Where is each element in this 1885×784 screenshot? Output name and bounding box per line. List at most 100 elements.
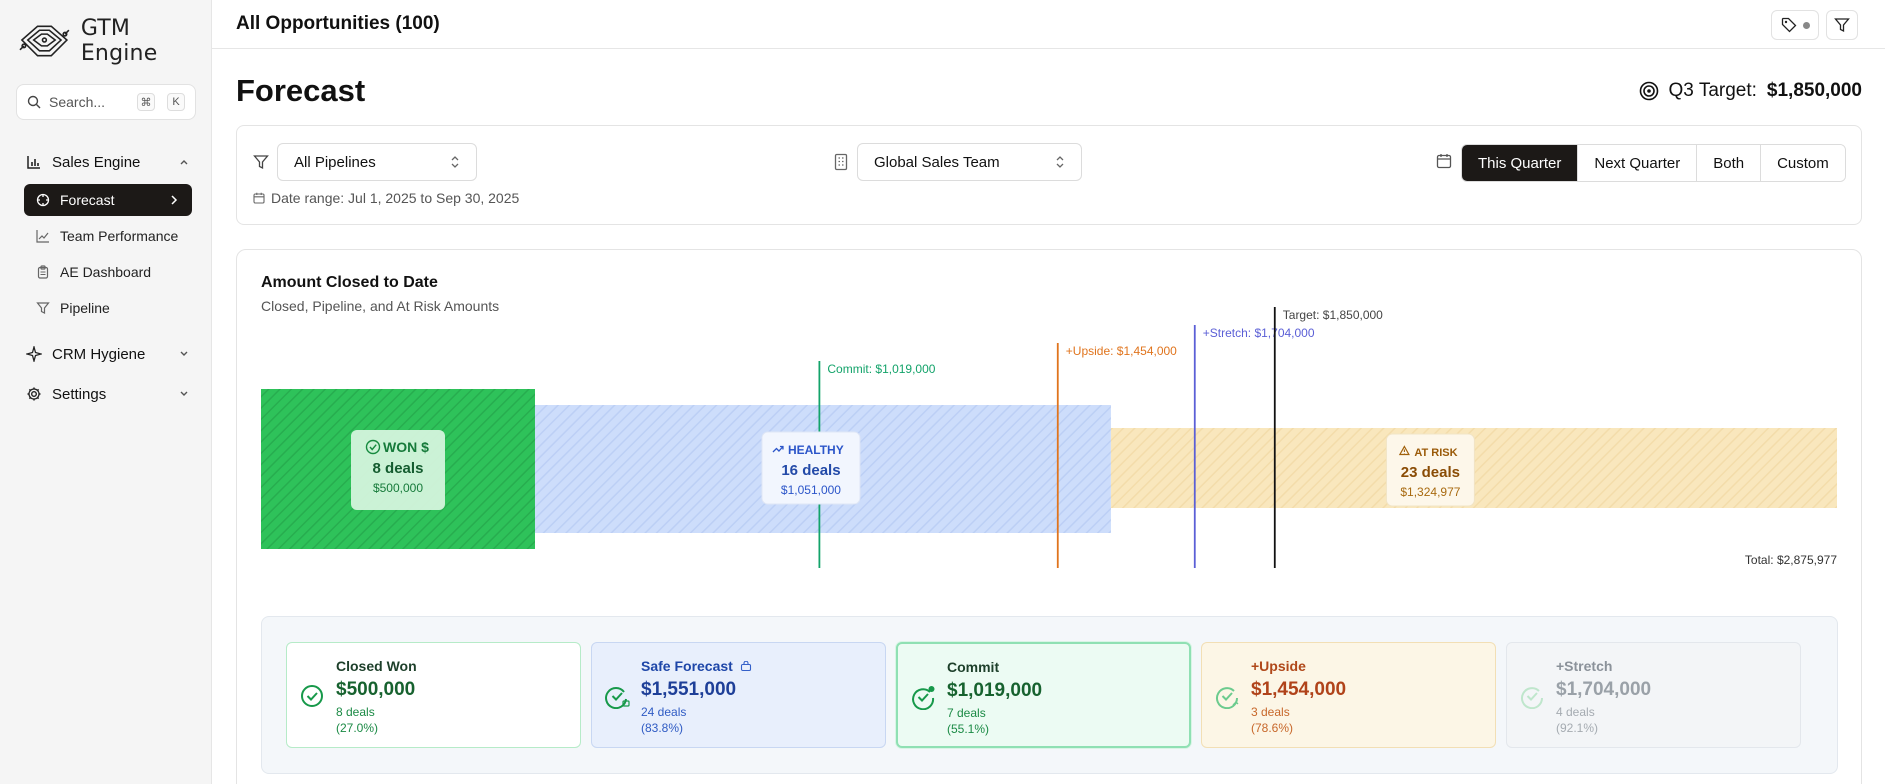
sidebar-item-pipeline[interactable]: Pipeline: [24, 292, 192, 324]
chevron-up-icon: [180, 160, 188, 165]
summary-pct: (55.1%): [947, 722, 990, 736]
check-circle-icon: [1521, 687, 1544, 709]
brain-chip-icon: [19, 25, 70, 57]
target-value: $1,850,000: [1766, 80, 1862, 101]
healthy-amount: $1,051,000: [781, 483, 841, 497]
won-deals: 8 deals: [373, 460, 424, 477]
period-next-quarter[interactable]: Next Quarter: [1577, 145, 1697, 181]
summary-pct: (83.8%): [641, 721, 684, 735]
summary-card-upside[interactable]: +Upside $1,454,000 3 deals (78.6%): [1201, 642, 1496, 748]
trending-up-icon: [772, 445, 784, 453]
app-logo[interactable]: GTM Engine: [18, 16, 211, 66]
app-name: GTM Engine: [80, 16, 158, 66]
summary-card-safe-forecast[interactable]: Safe Forecast $1,551,000 24 deals (83.8%…: [591, 642, 886, 748]
nav-group-crm-hygiene[interactable]: CRM Hygiene: [26, 340, 190, 368]
calendar-icon: [1436, 154, 1452, 169]
target-icon: [1639, 81, 1658, 101]
summary-label: Commit: [947, 659, 1000, 675]
kbd-cmd: ⌘: [137, 93, 155, 111]
won-label-card: WON $ 8 deals $500,000: [350, 430, 445, 510]
sidebar-item-label: Pipeline: [60, 300, 110, 316]
top-header: All Opportunities (100): [212, 0, 1885, 49]
crosshair-icon: [36, 193, 50, 207]
status-dot: [1802, 21, 1810, 29]
nav-group-label: Sales Engine: [52, 153, 141, 171]
nav-group-label: CRM Hygiene: [52, 345, 146, 363]
nav-group-label: Settings: [52, 385, 107, 403]
period-this-quarter[interactable]: This Quarter: [1462, 145, 1578, 181]
summary-value: $1,019,000: [947, 680, 1043, 701]
clipboard-icon: [37, 265, 49, 279]
pipeline-select-value: All Pipelines: [294, 153, 376, 171]
team-select[interactable]: Global Sales Team: [857, 143, 1082, 181]
chart-card: Amount Closed to Date Closed, Pipeline, …: [236, 249, 1862, 784]
at-risk-deals: 23 deals: [1401, 464, 1460, 481]
sidebar: GTM Engine Search... ⌘ K Sales Engine Fo…: [0, 0, 212, 784]
q3-target: Q3 Target: $1,850,000: [1639, 80, 1862, 102]
period-custom[interactable]: Custom: [1760, 145, 1845, 181]
funnel-icon: [1834, 18, 1850, 33]
period-toggle: This Quarter Next Quarter Both Custom: [1461, 144, 1846, 182]
page-title: Forecast: [236, 73, 366, 108]
marker-layer: Commit: $1,019,000 +Upside: $1,454,000 +St…: [818, 307, 1383, 568]
check-circle-icon: [301, 685, 323, 707]
summary-label: +Stretch: [1556, 658, 1613, 674]
won-label: WON $: [383, 439, 429, 455]
filter-button[interactable]: [1826, 10, 1858, 40]
sidebar-item-forecast[interactable]: Forecast: [24, 184, 192, 216]
summary-pct: (92.1%): [1556, 721, 1599, 735]
chevron-down-icon: [180, 391, 188, 396]
summary-value: $1,454,000: [1251, 679, 1347, 700]
nav-group-settings[interactable]: Settings: [26, 380, 190, 408]
kbd-k: K: [167, 93, 185, 111]
search-box[interactable]: Search... ⌘ K: [16, 84, 196, 120]
summary-card-closed-won[interactable]: Closed Won $500,000 8 deals (27.0%): [286, 642, 581, 748]
healthy-deals: 16 deals: [781, 462, 840, 479]
check-circle-trend-icon: [1216, 687, 1239, 709]
shield-icon: [740, 660, 751, 672]
calendar-icon: [253, 192, 265, 204]
healthy-label-card: HEALTHY 16 deals $1,051,000: [761, 431, 861, 505]
sidebar-item-ae-dashboard[interactable]: AE Dashboard: [24, 256, 192, 288]
chevron-down-icon: [180, 351, 188, 356]
sparkles-icon: [26, 346, 42, 362]
chart-total: Total: $2,875,977: [1745, 553, 1837, 567]
marker-label: Target: $1,850,000: [1283, 308, 1383, 322]
summary-deals: 7 deals: [947, 706, 986, 720]
date-range: Date range: Jul 1, 2025 to Sep 30, 2025: [253, 190, 519, 206]
sidebar-item-team-performance[interactable]: Team Performance: [24, 220, 192, 252]
chevron-right-icon: [171, 195, 178, 205]
chevron-updown-icon: [451, 156, 459, 168]
chart-subtitle: Closed, Pipeline, and At Risk Amounts: [261, 298, 500, 314]
marker-label: +Stretch: $1,704,000: [1203, 326, 1315, 340]
line-chart-icon: [36, 230, 49, 243]
summary-deals: 4 deals: [1556, 705, 1595, 719]
nav-group-sales-engine[interactable]: Sales Engine: [26, 148, 190, 176]
check-circle-lock-icon: [605, 687, 630, 709]
search-icon: [27, 95, 41, 109]
target-label: Q3 Target:: [1668, 80, 1757, 101]
won-amount: $500,000: [373, 481, 423, 495]
summary-row: Closed Won $500,000 8 deals (27.0%) Safe…: [261, 616, 1838, 774]
summary-card-commit[interactable]: Commit $1,019,000 7 deals (55.1%): [896, 642, 1191, 748]
chart-title: Amount Closed to Date: [261, 274, 438, 291]
sidebar-item-label: AE Dashboard: [60, 264, 152, 280]
forecast-bar-chart: Commit: $1,019,000 +Upside: $1,454,000 +St…: [261, 307, 1837, 568]
summary-card-stretch[interactable]: +Stretch $1,704,000 4 deals (92.1%): [1506, 642, 1801, 748]
at-risk-amount: $1,324,977: [1400, 485, 1460, 499]
summary-label: Closed Won: [336, 658, 417, 674]
sidebar-item-label: Forecast: [60, 192, 115, 208]
warning-icon: [1398, 445, 1410, 456]
pipeline-select[interactable]: All Pipelines: [277, 143, 477, 181]
chevron-updown-icon: [1056, 156, 1064, 168]
search-placeholder: Search...: [49, 94, 106, 110]
summary-value: $1,704,000: [1556, 679, 1652, 700]
check-circle-icon: [365, 439, 381, 455]
tag-button[interactable]: [1771, 10, 1819, 40]
building-icon: [834, 153, 848, 171]
bar-chart-icon: [27, 156, 40, 169]
period-both[interactable]: Both: [1696, 145, 1761, 181]
summary-value: $500,000: [336, 679, 416, 700]
marker-label: +Upside: $1,454,000: [1066, 344, 1177, 358]
gear-icon: [27, 387, 41, 401]
